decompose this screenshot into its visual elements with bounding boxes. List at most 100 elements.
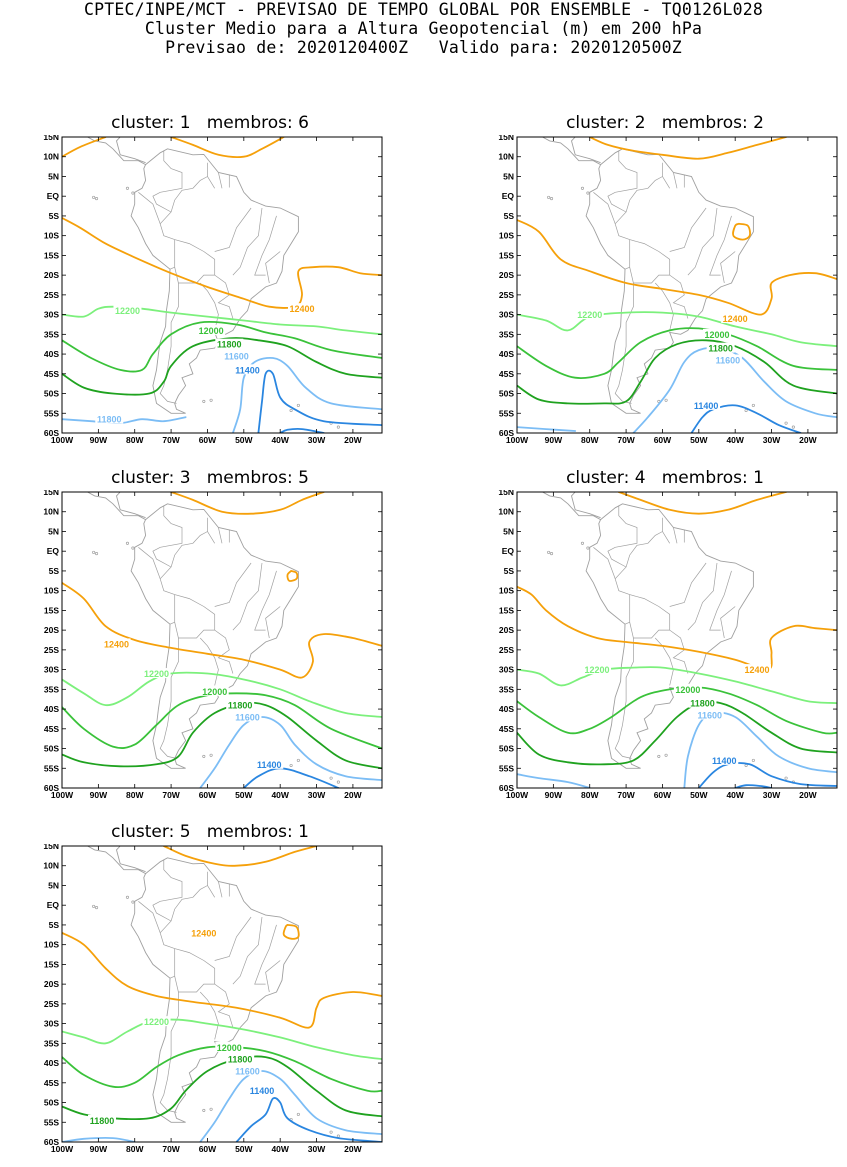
contour-line	[286, 570, 299, 582]
country-border	[199, 637, 219, 686]
cluster-panel-title: cluster: 3 membros: 5	[111, 468, 309, 488]
longitude-tick-label: 30W	[763, 790, 781, 800]
country-border	[709, 215, 732, 276]
latitude-tick-label: 30S	[499, 310, 514, 320]
country-border	[159, 176, 234, 319]
latitude-tick-label: 35S	[44, 684, 59, 694]
country-border	[673, 527, 678, 544]
contour-line	[62, 692, 382, 750]
latitude-tick-label: 5N	[503, 526, 514, 536]
country-border	[624, 621, 630, 625]
contour-line	[517, 327, 837, 379]
contour-line	[62, 671, 382, 718]
country-border	[614, 283, 634, 404]
country-border	[169, 621, 175, 625]
longitude-tick-label: 60W	[199, 790, 217, 800]
latitude-tick-label: 45S	[44, 369, 59, 379]
latitude-tick-label: 45S	[44, 724, 59, 734]
latitude-tick-label: 60S	[44, 1137, 59, 1147]
latitude-tick-label: 15N	[498, 135, 514, 142]
longitude-tick-label: 70W	[617, 790, 635, 800]
country-border	[159, 885, 234, 1028]
latitude-tick-label: 5S	[504, 211, 515, 221]
country-border	[152, 859, 183, 922]
country-border	[138, 901, 161, 933]
country-border	[720, 606, 736, 639]
south-america-coastline	[585, 148, 754, 414]
longitude-tick-label: 90W	[545, 435, 563, 445]
latitude-tick-label: 20S	[499, 270, 514, 280]
cluster-panel-title: cluster: 1 membros: 6	[111, 113, 309, 133]
longitude-tick-label: 40W	[271, 1144, 289, 1154]
south-america-coastline	[585, 503, 754, 769]
contour-label: 12400	[744, 665, 769, 675]
longitude-tick-label: 90W	[545, 790, 563, 800]
page-header: CPTEC/INPE/MCT - PREVISAO DE TEMPO GLOBA…	[0, 0, 847, 57]
contour-label: 11400	[257, 760, 282, 770]
country-border	[214, 916, 252, 961]
contour-line	[517, 773, 591, 788]
latitude-tick-label: 45S	[499, 369, 514, 379]
contour-line	[199, 1070, 382, 1142]
contour-label: 12000	[199, 326, 224, 336]
contour-line	[170, 492, 325, 515]
longitude-tick-label: 80W	[126, 435, 144, 445]
south-america-coastline	[130, 148, 299, 414]
contour-label: 12200	[584, 665, 609, 675]
longitude-tick-label: 90W	[90, 1144, 108, 1154]
latitude-tick-label: 5N	[48, 526, 59, 536]
country-border	[218, 172, 223, 189]
longitude-tick-label: 80W	[126, 790, 144, 800]
contour-label: 12400	[723, 314, 748, 324]
contour-line	[232, 356, 382, 433]
longitude-tick-label: 70W	[162, 790, 180, 800]
contour-line	[62, 137, 107, 158]
latitude-tick-label: 25S	[499, 645, 514, 655]
country-border	[152, 150, 183, 213]
country-border	[254, 924, 277, 985]
contour-line	[517, 426, 577, 432]
longitude-tick-label: 80W	[126, 1144, 144, 1154]
country-border	[232, 562, 263, 631]
longitude-tick-label: 20W	[799, 435, 817, 445]
country-border	[593, 192, 616, 224]
contour-line	[617, 492, 787, 515]
country-border	[673, 172, 678, 189]
country-border	[614, 531, 689, 674]
contour-line	[697, 762, 837, 788]
country-border	[720, 251, 736, 284]
longitude-tick-label: 30W	[308, 1144, 326, 1154]
longitude-tick-label: 100W	[51, 435, 74, 445]
contour-line	[279, 427, 325, 433]
contour-label: 12000	[217, 1043, 242, 1053]
contour-line	[62, 1018, 382, 1060]
latitude-tick-label: 55S	[44, 1117, 59, 1127]
latitude-tick-label: 50S	[44, 389, 59, 399]
contour-label: 12200	[144, 1017, 169, 1027]
contour-label: 11600	[716, 355, 741, 365]
country-border	[199, 282, 219, 331]
latitude-tick-label: 55S	[499, 408, 514, 418]
longitude-tick-label: 40W	[726, 435, 744, 445]
contour-line	[170, 137, 285, 158]
country-border	[254, 570, 277, 631]
latitude-tick-label: 10N	[43, 152, 59, 162]
latitude-tick-label: 55S	[44, 763, 59, 773]
country-border	[159, 283, 179, 404]
country-border	[207, 871, 215, 898]
country-border	[159, 638, 179, 759]
geopotential-map: 1240012200120001180011600114001180015N10…	[43, 844, 383, 1154]
country-border	[174, 948, 215, 993]
latitude-tick-label: 25S	[44, 999, 59, 1009]
latitude-tick-label: 20S	[44, 979, 59, 989]
latitude-tick-label: 35S	[499, 329, 514, 339]
contour-label: 12400	[289, 304, 314, 314]
country-border	[169, 975, 175, 979]
country-border	[265, 960, 281, 993]
contour-line	[62, 217, 382, 309]
longitude-tick-label: 40W	[271, 435, 289, 445]
country-border	[207, 162, 215, 189]
country-border	[614, 638, 634, 759]
longitude-tick-label: 40W	[271, 790, 289, 800]
